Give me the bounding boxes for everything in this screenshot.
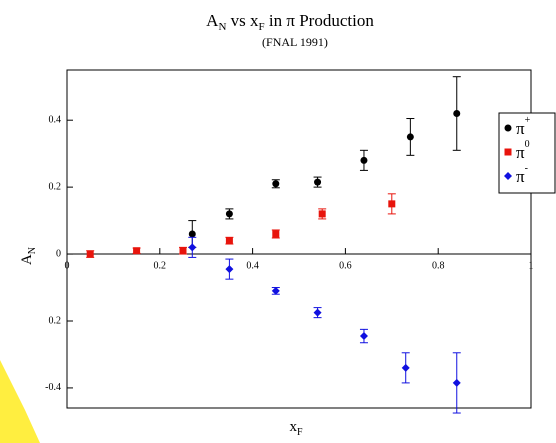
point [314,178,322,186]
x-tick-label: 1 [529,260,534,271]
legend-sup: 0 [525,139,530,150]
chart-subtitle: (FNAL 1991) [262,35,328,49]
point [406,133,414,141]
legend-name: π [516,167,525,186]
point [359,332,368,341]
chart-title: AN vs xF in π Production [206,11,374,33]
label-part: N [27,247,38,254]
point [388,200,396,208]
decoration [0,360,40,443]
x-tick-label: 0.8 [432,260,445,271]
point [452,378,461,387]
y-tick-label: 0.2 [49,181,62,192]
title-part: vs x [226,11,259,30]
point [318,210,326,218]
x-tick-label: 0.6 [339,260,352,271]
point [86,250,94,258]
point [225,237,233,245]
point [188,243,197,252]
point [453,110,461,118]
label-part: x [289,419,297,435]
legend-name: π [516,119,525,138]
plot-frame [66,69,532,409]
point [133,247,141,255]
point [225,265,234,274]
point [272,230,280,238]
title-part: A [206,11,219,30]
title-part: F [259,21,265,33]
point [188,230,196,238]
x-axis-label: xF [289,419,303,438]
y-tick-label: 0.2 [49,315,62,326]
point [179,247,187,255]
point [225,210,233,218]
label-part: A [19,254,35,265]
legend-label: π+ [516,115,531,138]
legend-marker [504,148,512,156]
y-axis-label: AN [19,247,38,265]
x-tick-label: 0.2 [154,260,167,271]
legend-marker [504,124,512,132]
title-part: in π Production [265,11,375,30]
point [401,363,410,372]
legend-sup: + [525,115,531,126]
x-tick-label: 0 [65,260,70,271]
label-part: F [297,427,303,438]
legend-marker [504,172,512,180]
legend-label: π- [516,163,528,186]
legend-label: π0 [516,139,530,162]
point [313,308,322,317]
title-part: N [218,21,226,33]
legend-sup: - [525,163,528,174]
y-tick-label: 0.4 [49,114,62,125]
y-tick-label: 0 [56,248,61,259]
point [271,286,280,295]
legend-name: π [516,143,525,162]
point [272,180,280,188]
x-tick-label: 0.4 [246,260,259,271]
y-tick-label: -0.4 [45,382,61,393]
point [360,156,368,164]
